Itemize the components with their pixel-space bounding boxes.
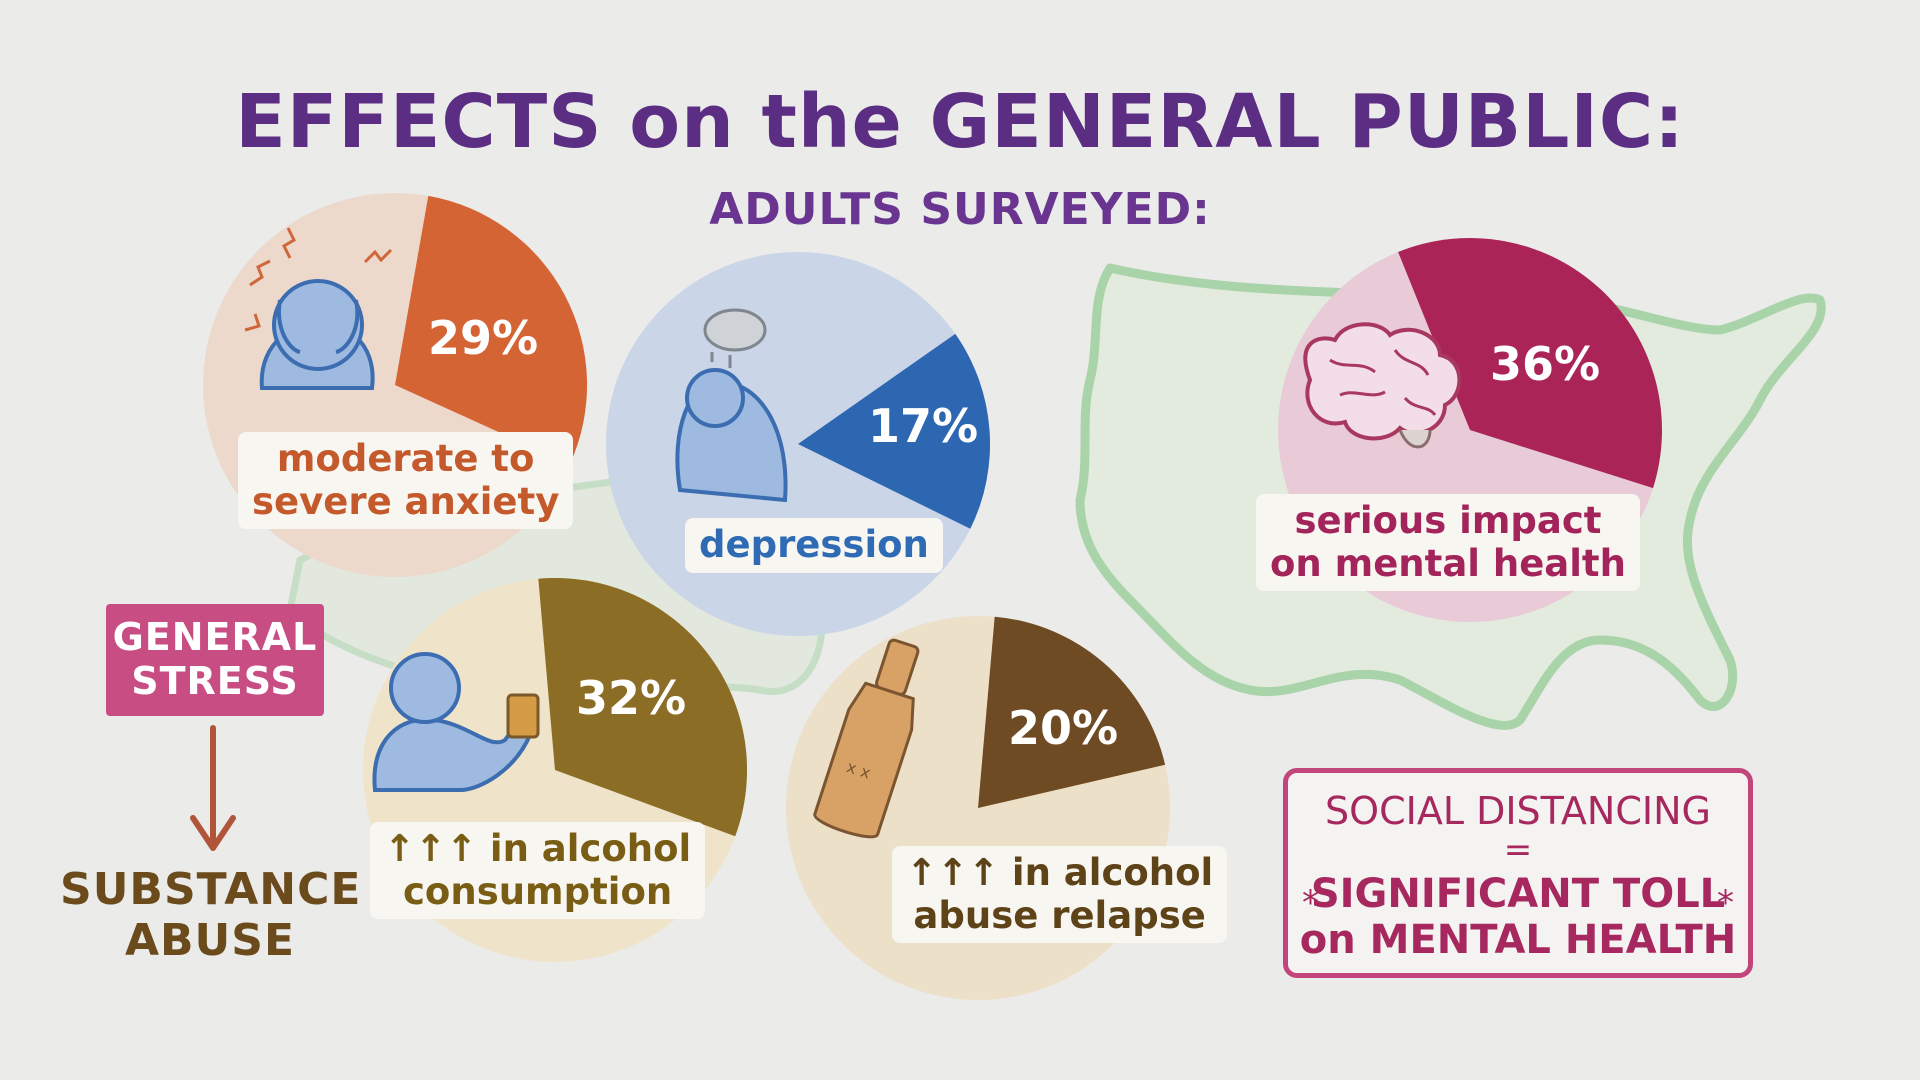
alcohol-relapse-label: ↑↑↑ in alcohol abuse relapse bbox=[892, 846, 1228, 944]
general-stress-box: GENERAL STRESS bbox=[106, 604, 324, 716]
alcohol-consumption-label-line2: consumption bbox=[403, 869, 673, 913]
mental-pie-slice bbox=[1398, 238, 1662, 489]
alcohol-consumption-label-line1: ↑↑↑ in alcohol bbox=[384, 827, 692, 870]
social-line4: on MENTAL HEALTH bbox=[1299, 917, 1737, 963]
alcohol-consumption-label: ↑↑↑ in alcohol consumption bbox=[370, 822, 706, 920]
anxiety-pie-slice bbox=[395, 195, 588, 465]
mental-label-line1: serious impact bbox=[1294, 499, 1602, 542]
star-left-icon: * bbox=[1302, 883, 1319, 923]
substance-abuse-line1: SUBSTANCE bbox=[60, 864, 362, 915]
alcohol-consumption-pie-slice bbox=[538, 577, 748, 837]
anxious-person-icon bbox=[244, 227, 393, 390]
anxiety-label: moderate to severe anxiety bbox=[238, 432, 574, 530]
mental-percent: 36% bbox=[1490, 337, 1601, 391]
bottle-icon: x x bbox=[813, 638, 920, 839]
social-distancing-box: SOCIAL DISTANCING = SIGNIFICANT TOLL on … bbox=[1283, 768, 1753, 978]
general-stress-line1: GENERAL bbox=[112, 615, 318, 660]
social-line2: = bbox=[1503, 830, 1533, 870]
mental-label-line2: on mental health bbox=[1270, 541, 1626, 585]
social-line1: SOCIAL DISTANCING bbox=[1325, 789, 1711, 833]
alcohol-relapse-pie-slice bbox=[978, 616, 1166, 808]
star-right-icon: * bbox=[1717, 883, 1734, 923]
page-subtitle: ADULTS SURVEYED: bbox=[709, 184, 1211, 235]
depression-label: depression bbox=[685, 518, 943, 573]
substance-abuse-text: SUBSTANCE ABUSE bbox=[60, 864, 362, 966]
down-arrow-icon bbox=[190, 725, 236, 851]
alcohol-relapse-label-line1: ↑↑↑ in alcohol bbox=[906, 851, 1214, 894]
depression-pie-slice bbox=[798, 333, 991, 529]
brain-icon bbox=[1303, 322, 1462, 449]
alcohol-relapse-label-line2: abuse relapse bbox=[913, 893, 1206, 937]
page-title: EFFECTS on the GENERAL PUBLIC: bbox=[235, 79, 1685, 165]
anxiety-label-line2: severe anxiety bbox=[252, 479, 560, 523]
alcohol-relapse-percent: 20% bbox=[1008, 701, 1119, 755]
anxiety-percent: 29% bbox=[428, 311, 539, 365]
general-stress-line2: STRESS bbox=[131, 659, 299, 703]
drinking-person-icon bbox=[372, 652, 540, 792]
alcohol-consumption-percent: 32% bbox=[576, 671, 687, 725]
mental-label: serious impact on mental health bbox=[1256, 494, 1640, 592]
anxiety-label-line1: moderate to bbox=[276, 437, 535, 480]
substance-abuse-line2: ABUSE bbox=[124, 914, 296, 966]
depression-percent: 17% bbox=[868, 399, 979, 453]
social-line3: SIGNIFICANT TOLL bbox=[1310, 871, 1726, 917]
sad-person-icon bbox=[675, 308, 788, 503]
